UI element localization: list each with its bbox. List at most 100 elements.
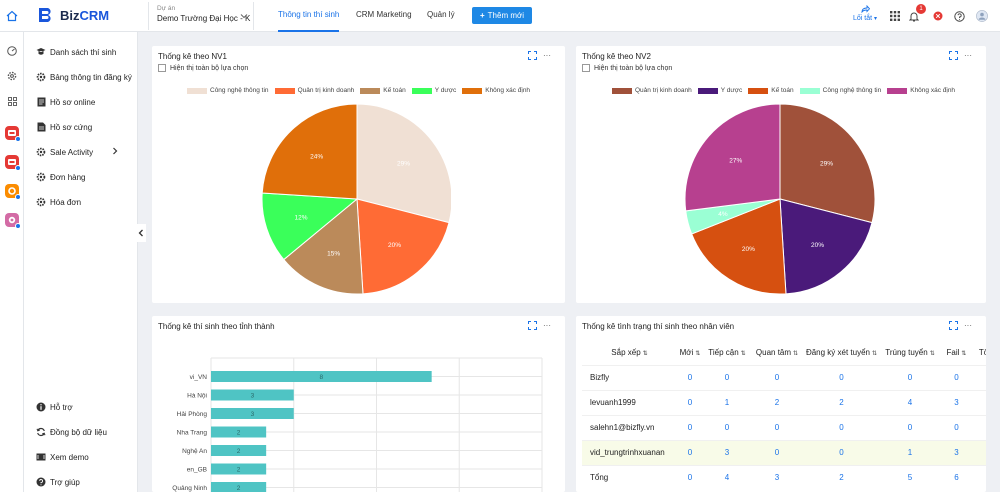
value-cell[interactable]: 3 [940,440,973,465]
value-cell[interactable]: 0 [687,398,693,407]
value-cell[interactable]: 3 [703,440,751,465]
expand-icon[interactable] [528,321,537,330]
column-header[interactable]: Đăng ký xét tuyển ⇅ [803,341,880,365]
sidebar-collapse-button[interactable] [136,224,146,242]
more-icon[interactable]: ··· [964,321,972,330]
apps-grid-button[interactable] [888,9,902,23]
rail-app-orange[interactable] [5,184,21,200]
table-row[interactable]: Bizfly 0 0 0 0 0 0 [582,365,986,390]
rail-app-pink[interactable] [5,213,21,229]
table-row[interactable]: vid_trungtrinhxuanan 0 3 0 0 1 3 [582,440,986,465]
rail-dashboard[interactable] [5,44,19,58]
value-cell[interactable]: 4 [724,473,730,483]
sidebar-item-don-hang[interactable]: Đơn hàng [36,170,86,184]
value-cell[interactable]: 2 [839,473,844,483]
value-cell[interactable]: 0 [954,373,959,382]
legend-item[interactable]: Y dược [411,87,456,94]
record-button[interactable] [931,9,945,23]
value-cell[interactable]: 0 [687,473,693,483]
sidebar-item-sale-activity[interactable]: Sale Activity [36,145,128,159]
value-cell[interactable]: 3 [774,473,780,483]
checkbox-box[interactable] [582,64,590,72]
value-cell[interactable]: 6 [954,473,959,483]
sidebar-item-bang-thong-tin-dang-ky[interactable]: Bảng thông tin đăng ký [36,70,132,84]
sidebar-item-ho-so-online[interactable]: Hồ sơ online [36,95,95,109]
column-header[interactable]: Tiếp cận ⇅ [703,341,751,365]
show-all-checkbox[interactable]: Hiện thị toàn bộ lựa chọn [582,64,672,72]
sort-icon[interactable]: ⇅ [872,351,878,358]
legend-item[interactable]: Quản trị kinh doanh [612,87,692,94]
tab-crm-marketing[interactable]: CRM Marketing [356,10,412,19]
sort-icon[interactable]: ⇅ [695,351,701,358]
bar[interactable] [211,445,267,456]
value-cell[interactable]: 4 [907,398,913,407]
value-cell[interactable]: 0 [954,423,959,432]
value-cell[interactable]: 0 [724,373,730,382]
sort-icon[interactable]: ⇅ [793,351,799,358]
sort-icon[interactable]: ⇅ [740,351,746,358]
value-cell[interactable]: 0 [724,423,730,432]
value-cell[interactable]: 5 [907,473,913,483]
column-header[interactable]: Sắp xếp ⇅ [582,341,677,365]
value-cell[interactable]: 0 [839,373,844,382]
sidebar-item-dong-bo-du-lieu[interactable]: Đồng bộ dữ liệu [36,425,107,439]
column-header[interactable]: Mới ⇅ [677,341,703,365]
bar[interactable] [211,463,267,475]
show-all-checkbox[interactable]: Hiện thị toàn bộ lựa chọn [158,64,248,72]
more-icon[interactable]: ··· [543,51,551,60]
user-avatar-button[interactable] [975,9,989,23]
pie-slice[interactable] [261,103,358,200]
legend-item[interactable]: Kế toán [748,87,794,94]
pie-slice[interactable] [356,198,450,295]
value-cell[interactable]: 0 [839,423,844,432]
rail-settings[interactable] [5,69,19,83]
legend-item[interactable]: Không xác định [887,87,955,94]
column-header[interactable]: Fail ⇅ [940,341,973,365]
value-cell[interactable]: 0 [687,423,693,432]
value-cell[interactable]: 0 [677,440,703,465]
add-new-button[interactable]: + Thêm mới [472,7,532,24]
sidebar-item-hoa-don[interactable]: Hóa đơn [36,195,81,209]
help-button[interactable] [952,9,966,23]
value-cell[interactable]: 2 [839,398,844,407]
bar[interactable] [211,408,294,419]
bar[interactable] [211,482,267,492]
pie-slice[interactable] [779,103,876,224]
sidebar-item-ho-so-cung[interactable]: Hồ sơ cứng [36,120,92,134]
legend-item[interactable]: Công nghệ thông tin [799,87,881,94]
sort-icon[interactable]: ⇅ [642,351,648,358]
sort-icon[interactable]: ⇅ [961,351,967,358]
column-header[interactable]: Trúng tuyển ⇅ [880,341,940,365]
legend-item[interactable]: Y dược [697,87,742,94]
bizcrm-logo[interactable]: BizCRM [37,6,109,24]
sidebar-item-tro-giup[interactable]: Trợ giúp [36,475,80,489]
expand-icon[interactable] [528,51,537,60]
column-header[interactable]: Tổ [973,341,986,365]
bar[interactable] [211,426,267,438]
sort-icon[interactable]: ⇅ [929,351,935,358]
more-icon[interactable]: ··· [543,321,551,330]
shortcut-button[interactable]: Lối tắt ▾ [850,4,880,22]
tab-thong-tin-thi-sinh[interactable]: Thông tin thí sinh [278,0,340,32]
pie-slice[interactable] [691,198,787,295]
pie-slice[interactable] [283,197,364,295]
value-cell[interactable]: 0 [907,423,913,432]
sidebar-item-xem-demo[interactable]: Xem demo [36,450,89,464]
notification-button[interactable] [907,9,921,23]
sidebar-item-ho-tro[interactable]: Hỗ trợ [36,400,73,414]
value-cell[interactable]: 0 [774,423,780,432]
pie-slice[interactable] [684,103,781,212]
project-selector[interactable]: Dự án Demo Trường Đại Học - K [148,2,254,30]
sidebar-item-danh-sach-thi-sinh[interactable]: Danh sách thí sinh [36,45,116,59]
column-header[interactable]: Quan tâm ⇅ [751,341,803,365]
checkbox-box[interactable] [158,64,166,72]
table-row[interactable]: Tổng 0 4 3 2 5 6 [582,465,986,490]
expand-icon[interactable] [949,51,958,60]
home-button[interactable] [0,0,24,32]
expand-icon[interactable] [949,321,958,330]
legend-item[interactable]: Công nghệ thông tin [187,87,269,94]
tab-quan-ly[interactable]: Quản lý [427,10,455,19]
table-row[interactable]: salehn1@bizfly.vn 0 0 0 0 0 0 [582,415,986,440]
value-cell[interactable]: 3 [954,398,959,407]
legend-item[interactable]: Không xác định [462,87,530,94]
